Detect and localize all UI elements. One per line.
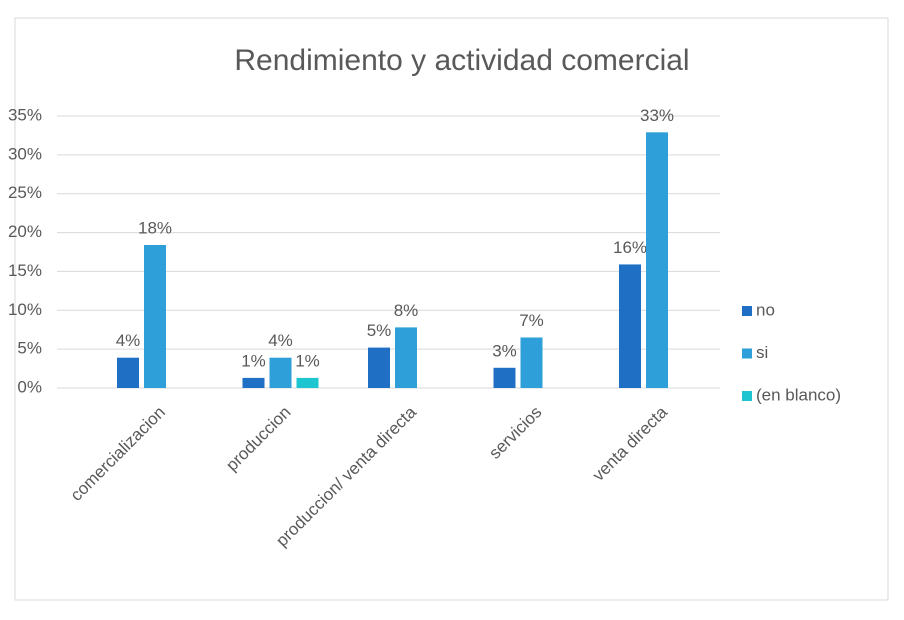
bar [117, 357, 139, 388]
legend-swatch [742, 391, 752, 401]
bar [242, 377, 265, 388]
legend-label: no [756, 300, 775, 319]
legend-label: (en blanco) [756, 385, 841, 404]
data-label: 1% [241, 351, 266, 370]
data-label: 8% [394, 301, 419, 320]
y-tick-label: 15% [8, 261, 42, 280]
data-label: 5% [367, 321, 392, 340]
legend-swatch [742, 348, 752, 359]
bar [296, 377, 319, 388]
y-tick-label: 0% [17, 377, 42, 396]
y-tick-label: 35% [8, 105, 42, 124]
bar [520, 337, 543, 388]
data-label: 18% [138, 218, 172, 237]
chart-title: Rendimiento y actividad comercial [234, 44, 689, 77]
y-tick-label: 20% [8, 222, 42, 241]
bar [395, 327, 417, 388]
bar [619, 264, 641, 388]
bar [493, 367, 516, 388]
y-tick-label: 30% [8, 144, 42, 163]
legend-label: si [756, 343, 768, 362]
y-tick-label: 10% [8, 300, 42, 319]
legend-swatch [742, 306, 752, 316]
data-label: 1% [295, 351, 320, 370]
data-label: 3% [492, 341, 517, 360]
bar [368, 347, 390, 388]
data-label: 4% [268, 331, 293, 350]
data-label: 33% [640, 106, 674, 125]
bar [144, 245, 166, 388]
y-tick-label: 5% [17, 339, 42, 358]
bar [269, 357, 292, 388]
data-label: 7% [519, 311, 544, 330]
data-label: 16% [613, 238, 647, 257]
y-tick-label: 25% [8, 183, 42, 202]
data-label: 4% [116, 331, 141, 350]
bar [646, 132, 668, 388]
